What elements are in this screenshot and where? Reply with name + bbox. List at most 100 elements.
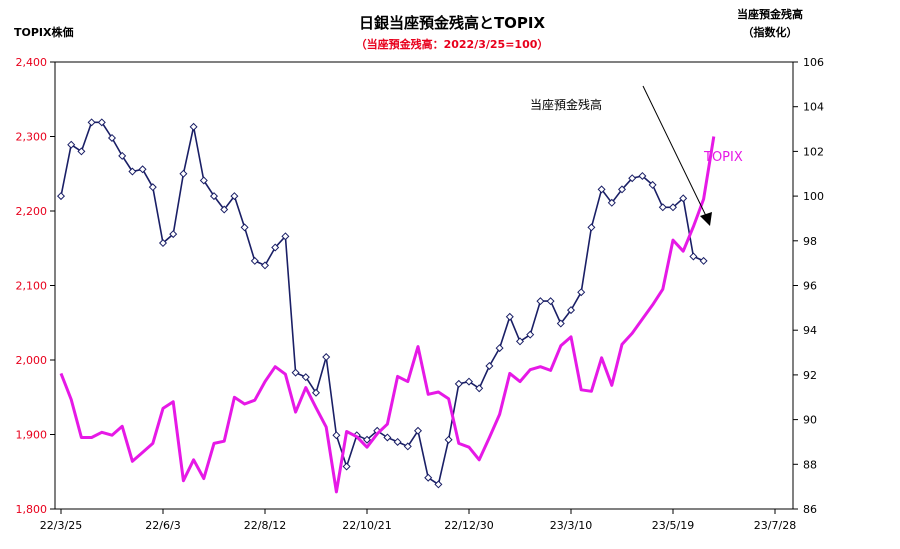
right-tick-label: 104: [803, 101, 824, 114]
chart-subtitle: （当座預金残高：2022/3/25=100）: [356, 37, 549, 51]
data-point-marker: [597, 185, 606, 194]
data-point-marker: [485, 361, 494, 370]
data-point-marker: [291, 368, 300, 377]
data-point-marker: [424, 473, 433, 482]
data-point-marker: [209, 192, 219, 201]
data-point-marker: [464, 377, 474, 386]
x-tick-label: 22/8/12: [244, 519, 286, 532]
data-point-marker: [546, 297, 555, 306]
data-point-marker: [67, 140, 76, 149]
data-point-marker: [250, 256, 259, 265]
annotation-topix-label: TOPIX: [703, 150, 743, 165]
data-point-marker: [230, 192, 239, 201]
data-point-marker: [332, 431, 341, 440]
data-point-marker: [668, 203, 678, 212]
data-point-marker: [515, 337, 525, 346]
x-tick-label: 22/10/21: [342, 519, 391, 532]
data-point-marker: [301, 373, 310, 382]
right-tick-label: 102: [803, 145, 824, 158]
data-point-marker: [56, 192, 66, 201]
chart-title: 日銀当座預金残高とTOPIX: [359, 14, 546, 32]
annotation-arrow: [642, 85, 709, 221]
left-tick-label: 2,100: [16, 280, 48, 293]
right-tick-label: 86: [803, 503, 817, 516]
data-point-marker: [403, 442, 412, 451]
data-point-marker: [475, 384, 484, 393]
right-tick-label: 96: [803, 280, 817, 293]
data-point-marker: [617, 185, 627, 194]
data-point-marker: [383, 433, 392, 442]
data-point-marker: [362, 435, 372, 444]
x-tick-label: 22/6/3: [145, 519, 180, 532]
data-point-marker: [271, 243, 280, 252]
data-point-marker: [158, 239, 168, 248]
data-point-marker: [679, 194, 688, 203]
data-point-marker: [189, 122, 198, 131]
x-tick-label: 23/5/19: [652, 519, 694, 532]
data-point-marker: [199, 176, 208, 185]
left-tick-label: 1,800: [16, 503, 48, 516]
data-point-marker: [566, 306, 576, 315]
left-tick-label: 1,900: [16, 429, 48, 442]
annotation-arrowhead-icon: [700, 212, 712, 226]
data-point-marker: [281, 232, 290, 241]
series-line-balance: [60, 121, 704, 486]
data-point-marker: [454, 379, 463, 388]
right-tick-label: 106: [803, 56, 824, 69]
data-point-marker: [240, 223, 249, 232]
data-point-marker: [87, 118, 96, 127]
right-tick-label: 100: [803, 190, 824, 203]
data-point-marker: [505, 312, 514, 321]
data-point-marker: [118, 151, 127, 160]
data-point-marker: [495, 344, 504, 353]
right-tick-label: 88: [803, 458, 817, 471]
data-point-marker: [577, 288, 586, 297]
data-point-marker: [444, 435, 453, 444]
right-axis-label-line1: 当座預金残高: [737, 7, 803, 21]
data-point-marker: [658, 203, 667, 212]
data-point-marker: [413, 426, 423, 435]
data-point-marker: [107, 133, 117, 142]
data-point-marker: [556, 319, 565, 328]
right-tick-label: 98: [803, 235, 817, 248]
left-tick-label: 2,300: [16, 131, 48, 144]
left-tick-label: 2,400: [16, 56, 48, 69]
data-point-marker: [322, 353, 331, 362]
left-tick-label: 2,000: [16, 354, 48, 367]
data-point-marker: [689, 252, 698, 261]
x-tick-label: 23/7/28: [754, 519, 796, 532]
series-line-topix: [59, 136, 716, 494]
data-point-marker: [220, 205, 229, 214]
data-point-marker: [77, 147, 86, 156]
right-tick-label: 92: [803, 369, 817, 382]
data-point-marker: [638, 171, 647, 180]
data-point-marker: [260, 261, 270, 270]
x-tick-label: 23/3/10: [550, 519, 592, 532]
data-point-marker: [128, 167, 137, 176]
data-point-marker: [648, 180, 657, 189]
data-point-marker: [526, 330, 535, 339]
data-point-marker: [536, 297, 545, 306]
data-point-marker: [628, 174, 637, 183]
data-point-marker: [607, 198, 616, 207]
data-point-marker: [179, 169, 188, 178]
data-point-marker: [97, 118, 106, 127]
right-tick-label: 90: [803, 414, 817, 427]
data-point-marker: [699, 256, 708, 265]
left-tick-label: 2,200: [16, 205, 48, 218]
data-point-marker: [169, 230, 178, 239]
data-point-marker: [148, 183, 157, 192]
plot-area-frame: [54, 61, 794, 510]
x-tick-label: 22/3/25: [40, 519, 82, 532]
left-axis-label: TOPIX株価: [14, 25, 74, 39]
data-point-marker: [311, 388, 321, 397]
data-point-marker: [434, 480, 443, 489]
right-axis-label-line2: （指数化）: [743, 25, 798, 39]
data-point-marker: [393, 437, 402, 446]
annotation-balance-label: 当座預金残高: [530, 97, 602, 112]
x-tick-label: 22/12/30: [444, 519, 493, 532]
data-point-marker: [342, 462, 351, 471]
right-tick-label: 94: [803, 324, 817, 337]
data-point-marker: [587, 223, 596, 232]
